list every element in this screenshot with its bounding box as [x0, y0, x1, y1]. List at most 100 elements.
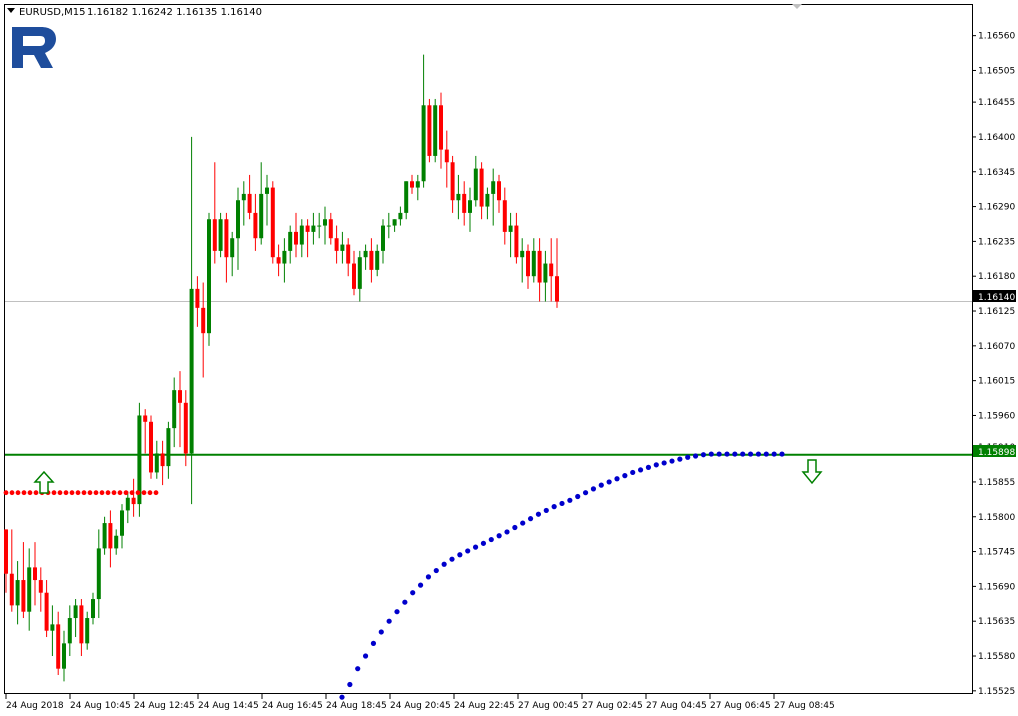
- sar-dot: [512, 524, 518, 531]
- sar-dot: [740, 451, 746, 457]
- parabolic-sar: [339, 451, 785, 700]
- candle-body: [543, 263, 548, 283]
- candle-body: [375, 250, 380, 270]
- y-tick-label: 1.15580: [978, 652, 1015, 662]
- roboforex-logo: [12, 27, 56, 68]
- sar-dot: [763, 451, 769, 457]
- red-level-dot: [135, 490, 141, 496]
- x-tick-label: 24 Aug 22:45: [454, 701, 515, 711]
- sar-dot: [669, 458, 675, 464]
- sar-dot: [339, 694, 345, 700]
- y-tick-label: 1.16180: [978, 272, 1015, 282]
- y-tick-label: 1.15745: [978, 548, 1015, 558]
- candle-body: [299, 225, 304, 245]
- sar-dot: [496, 533, 502, 539]
- red-level-dot: [141, 490, 147, 496]
- candle-body: [21, 580, 26, 612]
- svg-text:1.15898: 1.15898: [978, 448, 1015, 458]
- y-tick-label: 1.15800: [978, 513, 1015, 523]
- sar-dot: [520, 520, 526, 526]
- candle-body: [149, 421, 153, 473]
- red-level-dot: [63, 490, 69, 496]
- sar-dot: [347, 681, 353, 688]
- x-tick-label: 27 Aug 08:45: [774, 701, 835, 711]
- sar-dot: [480, 540, 487, 546]
- x-tick-label: 24 Aug 10:45: [70, 701, 131, 711]
- y-tick-label: 1.16070: [978, 342, 1015, 352]
- sar-dot: [755, 451, 762, 457]
- sar-dot: [677, 456, 683, 462]
- x-tick-label: 24 Aug 16:45: [262, 701, 323, 711]
- sar-dot: [441, 561, 447, 567]
- candle-body: [9, 573, 14, 606]
- sar-dot: [645, 464, 652, 470]
- sar-dot: [425, 574, 432, 580]
- y-tick-label: 1.16125: [978, 307, 1015, 317]
- candle-body: [537, 250, 542, 283]
- sar-dot: [575, 493, 581, 500]
- red-level-dot: [99, 490, 105, 496]
- sar-dot: [386, 618, 392, 624]
- candle-body: [317, 225, 322, 227]
- candle-body: [160, 453, 165, 467]
- candle-body: [305, 225, 310, 232]
- candle-body: [79, 605, 84, 644]
- sar-dot: [551, 504, 557, 510]
- candle-body: [108, 523, 113, 549]
- sar-dot: [771, 451, 777, 457]
- candle-body: [334, 238, 339, 251]
- candle-body: [485, 193, 490, 207]
- sar-dot: [692, 453, 699, 459]
- sar-dot: [527, 516, 534, 522]
- candle-body: [340, 244, 345, 251]
- support-price-label: 1.15898: [973, 445, 1016, 458]
- y-tick-label: 1.15855: [978, 478, 1015, 488]
- candle-body: [479, 168, 484, 207]
- red-level-dot: [87, 490, 93, 496]
- candle-body: [125, 497, 130, 511]
- candle-body: [131, 497, 136, 505]
- candle-body: [497, 181, 501, 201]
- candle-body: [433, 105, 438, 156]
- sar-dot: [433, 567, 439, 574]
- candle-body: [178, 390, 182, 403]
- candle-body: [265, 187, 269, 194]
- candle-body: [282, 250, 287, 264]
- sar-dot: [457, 552, 463, 558]
- candle-body: [15, 580, 20, 606]
- candle-body: [398, 212, 403, 220]
- candle-body: [323, 219, 327, 226]
- x-tick-label: 24 Aug 12:45: [134, 701, 195, 711]
- candle-body: [201, 307, 206, 334]
- red-level-dot: [27, 490, 33, 496]
- candle-body: [514, 225, 519, 258]
- candle-body: [102, 523, 107, 549]
- sar-dot: [559, 500, 565, 507]
- candle-body: [4, 529, 8, 574]
- candle-body: [114, 535, 119, 549]
- sar-dot: [402, 599, 408, 605]
- candle-body: [183, 402, 188, 454]
- sar-dot: [685, 454, 691, 460]
- candle-body: [56, 624, 61, 669]
- x-tick-label: 24 Aug 2018: [6, 701, 64, 711]
- candle-body: [456, 193, 461, 201]
- sar-dot: [543, 507, 549, 514]
- plot-area: [4, 4, 973, 694]
- candle-body: [520, 250, 525, 258]
- red-dotted-level: [3, 490, 159, 496]
- dropdown-triangle-icon[interactable]: [7, 8, 15, 13]
- shift-marker-icon[interactable]: [792, 4, 802, 9]
- sar-dot: [637, 467, 644, 473]
- candle-body: [357, 257, 362, 289]
- y-tick-label: 1.16455: [978, 98, 1015, 108]
- candle-body: [502, 200, 507, 232]
- sar-dot: [370, 640, 377, 646]
- ohlc-readout: 1.16182 1.16242 1.16135 1.16140: [87, 7, 262, 18]
- candle-body: [392, 219, 397, 226]
- candle-body: [439, 105, 443, 150]
- y-tick-label: 1.16235: [978, 237, 1015, 247]
- y-axis: 1.16560 1.16505 1.16455 1.16400 1.16345 1.162…: [972, 32, 1015, 697]
- candle-body: [369, 250, 374, 270]
